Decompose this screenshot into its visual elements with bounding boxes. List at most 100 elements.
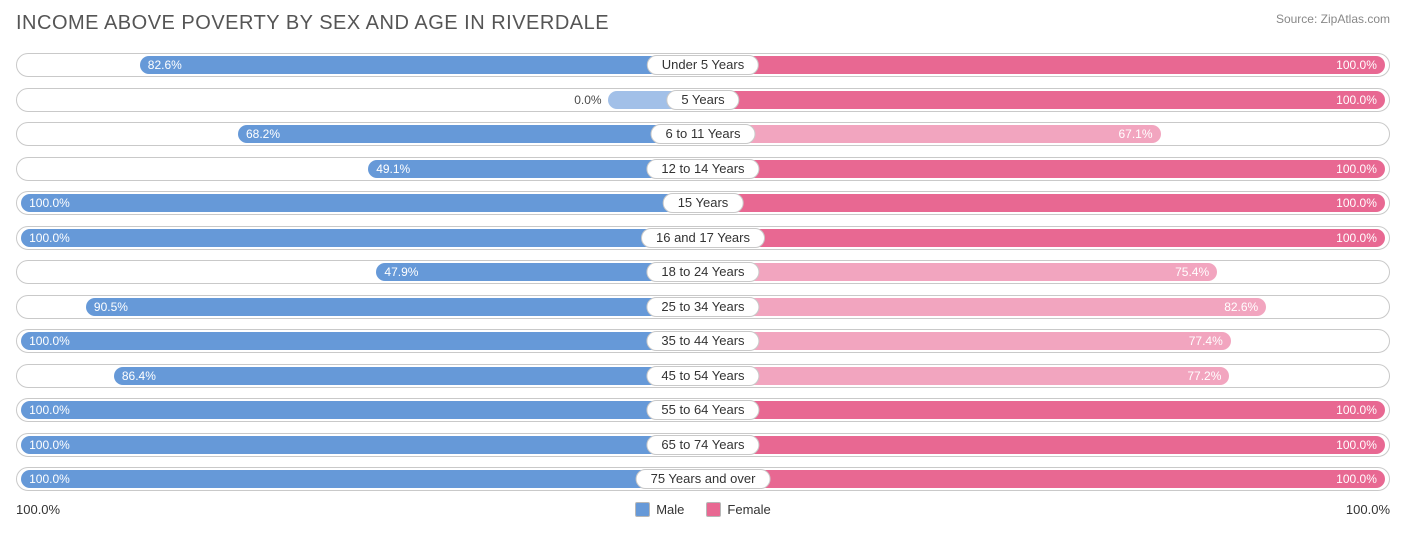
legend-swatch-female bbox=[706, 502, 721, 517]
male-value-label: 100.0% bbox=[29, 472, 70, 486]
chart-row: 0.0% 100.0% 5 Years bbox=[16, 88, 1390, 112]
male-value-label: 100.0% bbox=[29, 196, 70, 210]
male-value-label: 86.4% bbox=[122, 369, 156, 383]
chart-row: 47.9%75.4%18 to 24 Years bbox=[16, 260, 1390, 284]
female-value-label: 82.6% bbox=[1224, 300, 1258, 314]
male-half: 86.4% bbox=[17, 365, 703, 387]
chart-source: Source: ZipAtlas.com bbox=[1276, 12, 1390, 26]
chart-row: 100.0% 100.0% 16 and 17 Years bbox=[16, 226, 1390, 250]
male-bar: 100.0% bbox=[21, 229, 703, 247]
female-half: 100.0% bbox=[703, 399, 1389, 421]
male-half: 47.9% bbox=[17, 261, 703, 283]
female-value-label: 100.0% bbox=[1336, 231, 1377, 245]
female-value-label: 77.4% bbox=[1189, 334, 1223, 348]
female-bar: 100.0% bbox=[703, 401, 1385, 419]
female-bar: 100.0% bbox=[703, 91, 1385, 109]
female-bar: 100.0% bbox=[703, 436, 1385, 454]
female-bar: 100.0% bbox=[703, 160, 1385, 178]
female-bar: 77.4% bbox=[703, 332, 1231, 350]
male-value-label: 90.5% bbox=[94, 300, 128, 314]
female-bar: 100.0% bbox=[703, 229, 1385, 247]
female-bar: 100.0% bbox=[703, 56, 1385, 74]
male-value-label: 100.0% bbox=[29, 438, 70, 452]
chart-row: 100.0% 100.0% 55 to 64 Years bbox=[16, 398, 1390, 422]
male-value-label: 47.9% bbox=[384, 265, 418, 279]
chart-row: 82.6% 100.0% Under 5 Years bbox=[16, 53, 1390, 77]
chart-row: 49.1%100.0%12 to 14 Years bbox=[16, 157, 1390, 181]
category-label: 55 to 64 Years bbox=[646, 400, 759, 420]
axis-label-right: 100.0% bbox=[1346, 502, 1390, 517]
male-bar: 100.0% bbox=[21, 436, 703, 454]
male-bar: 90.5% bbox=[86, 298, 703, 316]
legend: Male Female bbox=[60, 502, 1346, 517]
category-label: 35 to 44 Years bbox=[646, 331, 759, 351]
category-label: 45 to 54 Years bbox=[646, 366, 759, 386]
female-half: 75.4% bbox=[703, 261, 1389, 283]
male-value-label: 0.0% bbox=[574, 89, 601, 111]
chart-footer: 100.0% Male Female 100.0% bbox=[16, 502, 1390, 517]
legend-item-female: Female bbox=[706, 502, 770, 517]
male-bar: 100.0% bbox=[21, 401, 703, 419]
male-half: 90.5% bbox=[17, 296, 703, 318]
legend-item-male: Male bbox=[635, 502, 684, 517]
male-value-label: 82.6% bbox=[148, 58, 182, 72]
male-value-label: 100.0% bbox=[29, 334, 70, 348]
category-label: Under 5 Years bbox=[647, 55, 759, 75]
category-label: 25 to 34 Years bbox=[646, 297, 759, 317]
female-bar: 67.1% bbox=[703, 125, 1161, 143]
female-bar: 100.0% bbox=[703, 194, 1385, 212]
chart-title: INCOME ABOVE POVERTY BY SEX AND AGE IN R… bbox=[16, 12, 609, 35]
male-half: 100.0% bbox=[17, 468, 703, 490]
male-value-label: 68.2% bbox=[246, 127, 280, 141]
female-half: 67.1% bbox=[703, 123, 1389, 145]
legend-label-male: Male bbox=[656, 502, 684, 517]
category-label: 75 Years and over bbox=[636, 469, 771, 489]
female-value-label: 100.0% bbox=[1336, 196, 1377, 210]
male-half: 49.1% bbox=[17, 158, 703, 180]
female-half: 100.0% bbox=[703, 227, 1389, 249]
male-half: 82.6% bbox=[17, 54, 703, 76]
female-half: 82.6% bbox=[703, 296, 1389, 318]
male-half: 100.0% bbox=[17, 192, 703, 214]
male-value-label: 100.0% bbox=[29, 403, 70, 417]
female-value-label: 75.4% bbox=[1175, 265, 1209, 279]
diverging-bar-chart: 82.6% 100.0% Under 5 Years 0.0% 100.0% 5 Year… bbox=[16, 53, 1390, 491]
female-value-label: 100.0% bbox=[1336, 438, 1377, 452]
female-value-label: 100.0% bbox=[1336, 58, 1377, 72]
category-label: 6 to 11 Years bbox=[651, 124, 756, 144]
male-bar: 100.0% bbox=[21, 470, 703, 488]
chart-row: 100.0%100.0%65 to 74 Years bbox=[16, 433, 1390, 457]
legend-swatch-male bbox=[635, 502, 650, 517]
male-bar: 68.2% bbox=[238, 125, 703, 143]
female-bar: 77.2% bbox=[703, 367, 1229, 385]
legend-label-female: Female bbox=[727, 502, 770, 517]
chart-row: 68.2% 67.1% 6 to 11 Years bbox=[16, 122, 1390, 146]
chart-row: 86.4% 77.2%45 to 54 Years bbox=[16, 364, 1390, 388]
female-value-label: 67.1% bbox=[1119, 127, 1153, 141]
female-value-label: 100.0% bbox=[1336, 472, 1377, 486]
chart-row: 100.0%100.0%15 Years bbox=[16, 191, 1390, 215]
chart-row: 100.0% 77.4% 35 to 44 Years bbox=[16, 329, 1390, 353]
male-half: 100.0% bbox=[17, 399, 703, 421]
category-label: 5 Years bbox=[666, 90, 739, 110]
female-value-label: 100.0% bbox=[1336, 93, 1377, 107]
male-bar: 86.4% bbox=[114, 367, 703, 385]
axis-label-left: 100.0% bbox=[16, 502, 60, 517]
male-half: 100.0% bbox=[17, 330, 703, 352]
male-half: 100.0% bbox=[17, 434, 703, 456]
category-label: 12 to 14 Years bbox=[646, 159, 759, 179]
female-value-label: 100.0% bbox=[1336, 403, 1377, 417]
female-half: 100.0% bbox=[703, 192, 1389, 214]
chart-header: INCOME ABOVE POVERTY BY SEX AND AGE IN R… bbox=[16, 12, 1390, 35]
male-value-label: 100.0% bbox=[29, 231, 70, 245]
female-half: 100.0% bbox=[703, 54, 1389, 76]
category-label: 16 and 17 Years bbox=[641, 228, 765, 248]
female-bar: 100.0% bbox=[703, 470, 1385, 488]
chart-row: 90.5% 82.6% 25 to 34 Years bbox=[16, 295, 1390, 319]
female-bar: 75.4% bbox=[703, 263, 1217, 281]
female-bar: 82.6% bbox=[703, 298, 1266, 316]
male-bar: 100.0% bbox=[21, 332, 703, 350]
female-half: 100.0% bbox=[703, 158, 1389, 180]
male-half: 0.0% bbox=[17, 89, 703, 111]
female-half: 100.0% bbox=[703, 434, 1389, 456]
